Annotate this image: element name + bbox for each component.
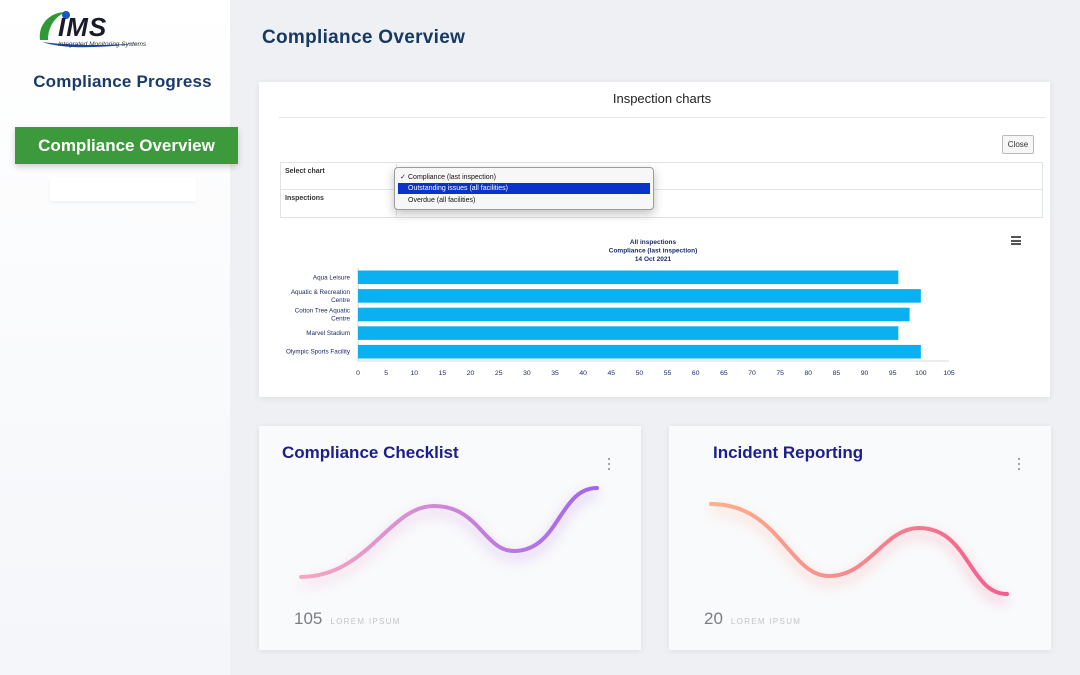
- category-label: Centre: [331, 316, 350, 323]
- x-tick-label: 60: [692, 370, 700, 377]
- wave-line: [299, 486, 599, 579]
- category-label: Marvel Stadium: [306, 330, 350, 337]
- dropdown-option-highlighted[interactable]: Outstanding issues (all facilities): [398, 183, 650, 194]
- incident-reporting-card[interactable]: Incident Reporting 20 LOREM IPSUM: [669, 426, 1051, 650]
- x-tick-label: 45: [608, 370, 616, 377]
- card-number: 105: [294, 609, 323, 628]
- x-tick-label: 5: [384, 370, 388, 377]
- wave-line: [709, 502, 1009, 596]
- inspection-bar-chart: All inspections Compliance (last inspecti…: [286, 239, 955, 377]
- card-stat: 105 LOREM IPSUM: [294, 609, 401, 629]
- dropdown-option[interactable]: Overdue (all facilities): [398, 195, 650, 206]
- panel-heading: Inspection charts: [279, 82, 1045, 118]
- vertical-dots-icon[interactable]: [1017, 458, 1021, 470]
- chart-bar: [358, 270, 899, 285]
- card-stat: 20 LOREM IPSUM: [704, 609, 801, 629]
- ims-logo[interactable]: IMS Integrated Monitoring Systems: [36, 6, 201, 50]
- chart-bar: [358, 289, 921, 303]
- hamburger-icon[interactable]: [1011, 236, 1021, 245]
- x-tick-label: 30: [523, 370, 531, 377]
- x-tick-label: 0: [356, 370, 360, 377]
- close-button[interactable]: Close: [1002, 135, 1034, 154]
- vertical-dots-icon[interactable]: [607, 458, 611, 470]
- chart-title-line: 14 Oct 2021: [635, 256, 672, 263]
- compliance-checklist-card[interactable]: Compliance Checklist 105 LOREM IPSUM: [259, 426, 641, 650]
- x-tick-label: 100: [915, 370, 927, 377]
- chart-select-dropdown[interactable]: ✓ Compliance (last inspection) Outstandi…: [394, 167, 654, 210]
- chart-bar: [358, 326, 899, 340]
- category-label: Aquatic & Recreation: [291, 289, 351, 296]
- inspections-label: Inspections: [285, 195, 324, 202]
- sidebar: IMS Integrated Monitoring Systems Compli…: [0, 0, 238, 675]
- x-tick-label: 80: [805, 370, 813, 377]
- card-number: 20: [704, 609, 723, 628]
- x-tick-label: 65: [720, 370, 728, 377]
- card-title: Incident Reporting: [713, 443, 864, 462]
- chart-title-line: Compliance (last inspection): [609, 248, 698, 255]
- category-label: Cotton Tree Aquatic: [295, 308, 350, 315]
- dropdown-option-label: Compliance (last inspection): [408, 174, 496, 181]
- x-tick-label: 50: [636, 370, 644, 377]
- inspection-charts-panel: Inspection charts Close Select chart Ins…: [259, 82, 1050, 397]
- x-tick-label: 105: [943, 370, 955, 377]
- x-tick-label: 90: [861, 370, 869, 377]
- dropdown-option-label: Outstanding issues (all facilities): [408, 185, 508, 192]
- dropdown-option-label: Overdue (all facilities): [408, 197, 476, 204]
- nav-compliance-progress[interactable]: Compliance Progress: [33, 72, 212, 91]
- x-tick-label: 40: [579, 370, 587, 377]
- x-tick-label: 20: [467, 370, 475, 377]
- dropdown-option[interactable]: ✓ Compliance (last inspection): [398, 172, 650, 183]
- x-tick-label: 25: [495, 370, 503, 377]
- x-tick-label: 35: [551, 370, 559, 377]
- x-tick-label: 75: [776, 370, 784, 377]
- wave-graphic: [299, 486, 599, 588]
- category-label: Aqua Leisure: [313, 274, 351, 281]
- nav-placeholder: [50, 177, 196, 201]
- checkmark-icon: ✓: [400, 174, 406, 181]
- card-title: Compliance Checklist: [282, 443, 459, 462]
- x-tick-label: 15: [439, 370, 447, 377]
- nav-compliance-overview[interactable]: Compliance Overview: [15, 127, 238, 164]
- page-title: Compliance Overview: [262, 27, 466, 48]
- wave-graphic: [709, 502, 1009, 605]
- select-chart-label: Select chart: [285, 168, 325, 175]
- chart-bar: [358, 307, 910, 322]
- x-tick-label: 85: [833, 370, 841, 377]
- x-tick-label: 95: [889, 370, 897, 377]
- logo-tagline: Integrated Monitoring Systems: [58, 41, 147, 48]
- logo-wordmark: IMS: [58, 12, 107, 42]
- category-label: Centre: [331, 297, 350, 304]
- x-tick-label: 55: [664, 370, 672, 377]
- card-sublabel: LOREM IPSUM: [730, 617, 802, 626]
- chart-bar: [358, 344, 921, 359]
- category-label: Olympic Sports Facility: [286, 349, 351, 356]
- x-tick-label: 10: [411, 370, 419, 377]
- card-sublabel: LOREM IPSUM: [330, 617, 401, 626]
- x-tick-label: 70: [748, 370, 756, 377]
- chart-title-line: All inspections: [630, 239, 677, 246]
